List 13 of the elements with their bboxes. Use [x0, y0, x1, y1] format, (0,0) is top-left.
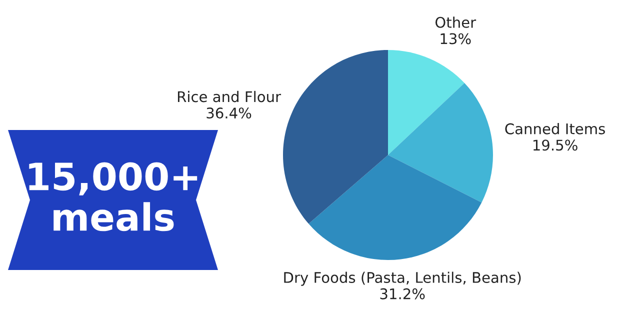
slice-label: Other: [435, 16, 476, 28]
pie-slice: [388, 83, 493, 202]
data-label: 31.2%: [380, 288, 425, 300]
pie-slice: [388, 50, 464, 155]
data-label: 36.4%: [206, 108, 252, 119]
slice-label: Dry Foods (Pasta, Lentils, Beans): [284, 272, 521, 286]
text: 15,000+ meals: [29, 162, 198, 232]
data-label: 13%: [440, 33, 471, 44]
pie-slice: [283, 50, 388, 224]
data-label: 19.5%: [533, 140, 578, 151]
slice-label: Rice and Flour: [178, 90, 282, 102]
slice-label: Canned Items: [505, 123, 605, 134]
pie-slice: [308, 155, 482, 260]
